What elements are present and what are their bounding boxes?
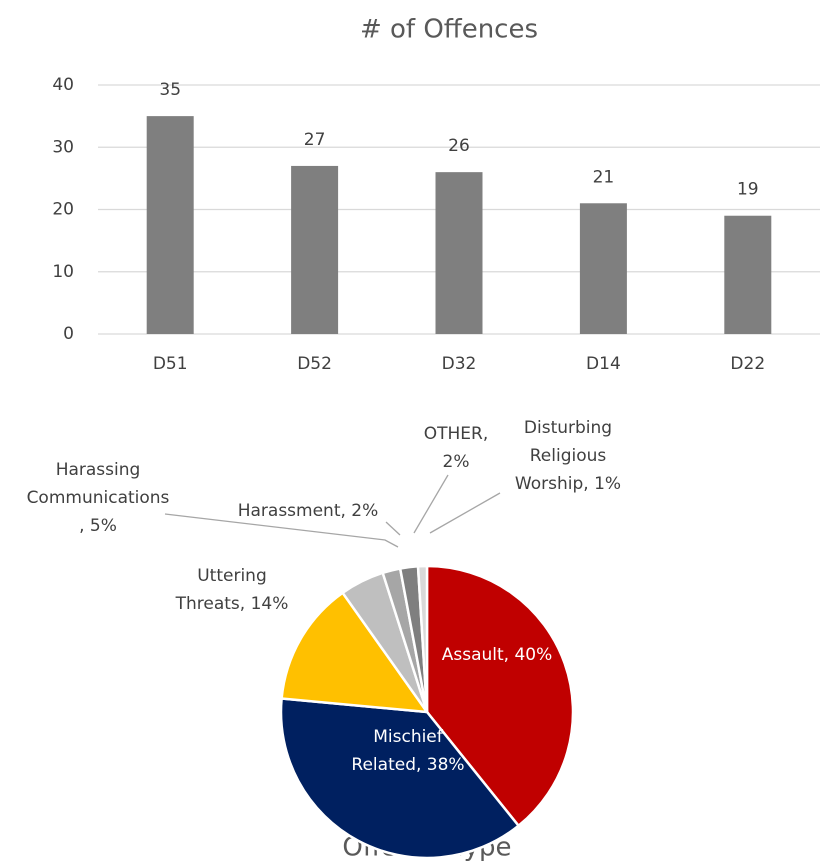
slice-label: Communications [27,488,170,508]
slice-label: Harassing [56,460,141,480]
slice-label: Threats, 14% [175,594,289,614]
slice-label: Disturbing [524,418,612,438]
slice-label: OTHER, [424,424,489,444]
x-tick-label: D22 [730,354,765,374]
leader-line [429,492,501,534]
bar [724,215,772,334]
data-label: 35 [159,80,181,100]
y-tick-label: 40 [52,75,74,95]
leader-lines [164,474,501,548]
slice-label: Uttering [197,566,267,586]
y-tick-label: 0 [63,324,74,344]
leader-line [164,513,399,548]
slice-label: Assault, 40% [442,645,553,665]
pie-slice [425,564,575,828]
data-label: 26 [448,136,470,156]
slice-label: 2% [443,452,470,472]
pie-slice [416,564,429,713]
pie-slice [280,591,430,714]
slice-label: Worship, 1% [515,474,621,494]
slice-label: Religious [530,446,607,466]
bar [146,116,194,334]
pie-slice [279,697,521,860]
bar-title: # of Offences [360,15,538,45]
data-label: 27 [304,130,326,150]
slice-label: , 5% [79,516,117,536]
data-label: 19 [737,180,759,200]
y-tick-label: 10 [52,262,74,282]
x-tick-label: D52 [297,354,332,374]
slice-label: Related, 38% [351,755,464,775]
y-tick-label: 30 [52,137,74,157]
x-tick-label: D32 [442,354,477,374]
bar [579,203,627,334]
leader-line [413,474,449,534]
leader-line [385,521,401,536]
data-label: 21 [593,167,615,187]
y-tick-label: 20 [52,200,74,220]
slice-label: Harassment, 2% [238,501,379,521]
x-tick-label: D14 [586,354,621,374]
bar [435,172,483,334]
x-tick-label: D51 [153,354,188,374]
bar [291,165,339,334]
slice-label: Mischief [373,727,444,747]
